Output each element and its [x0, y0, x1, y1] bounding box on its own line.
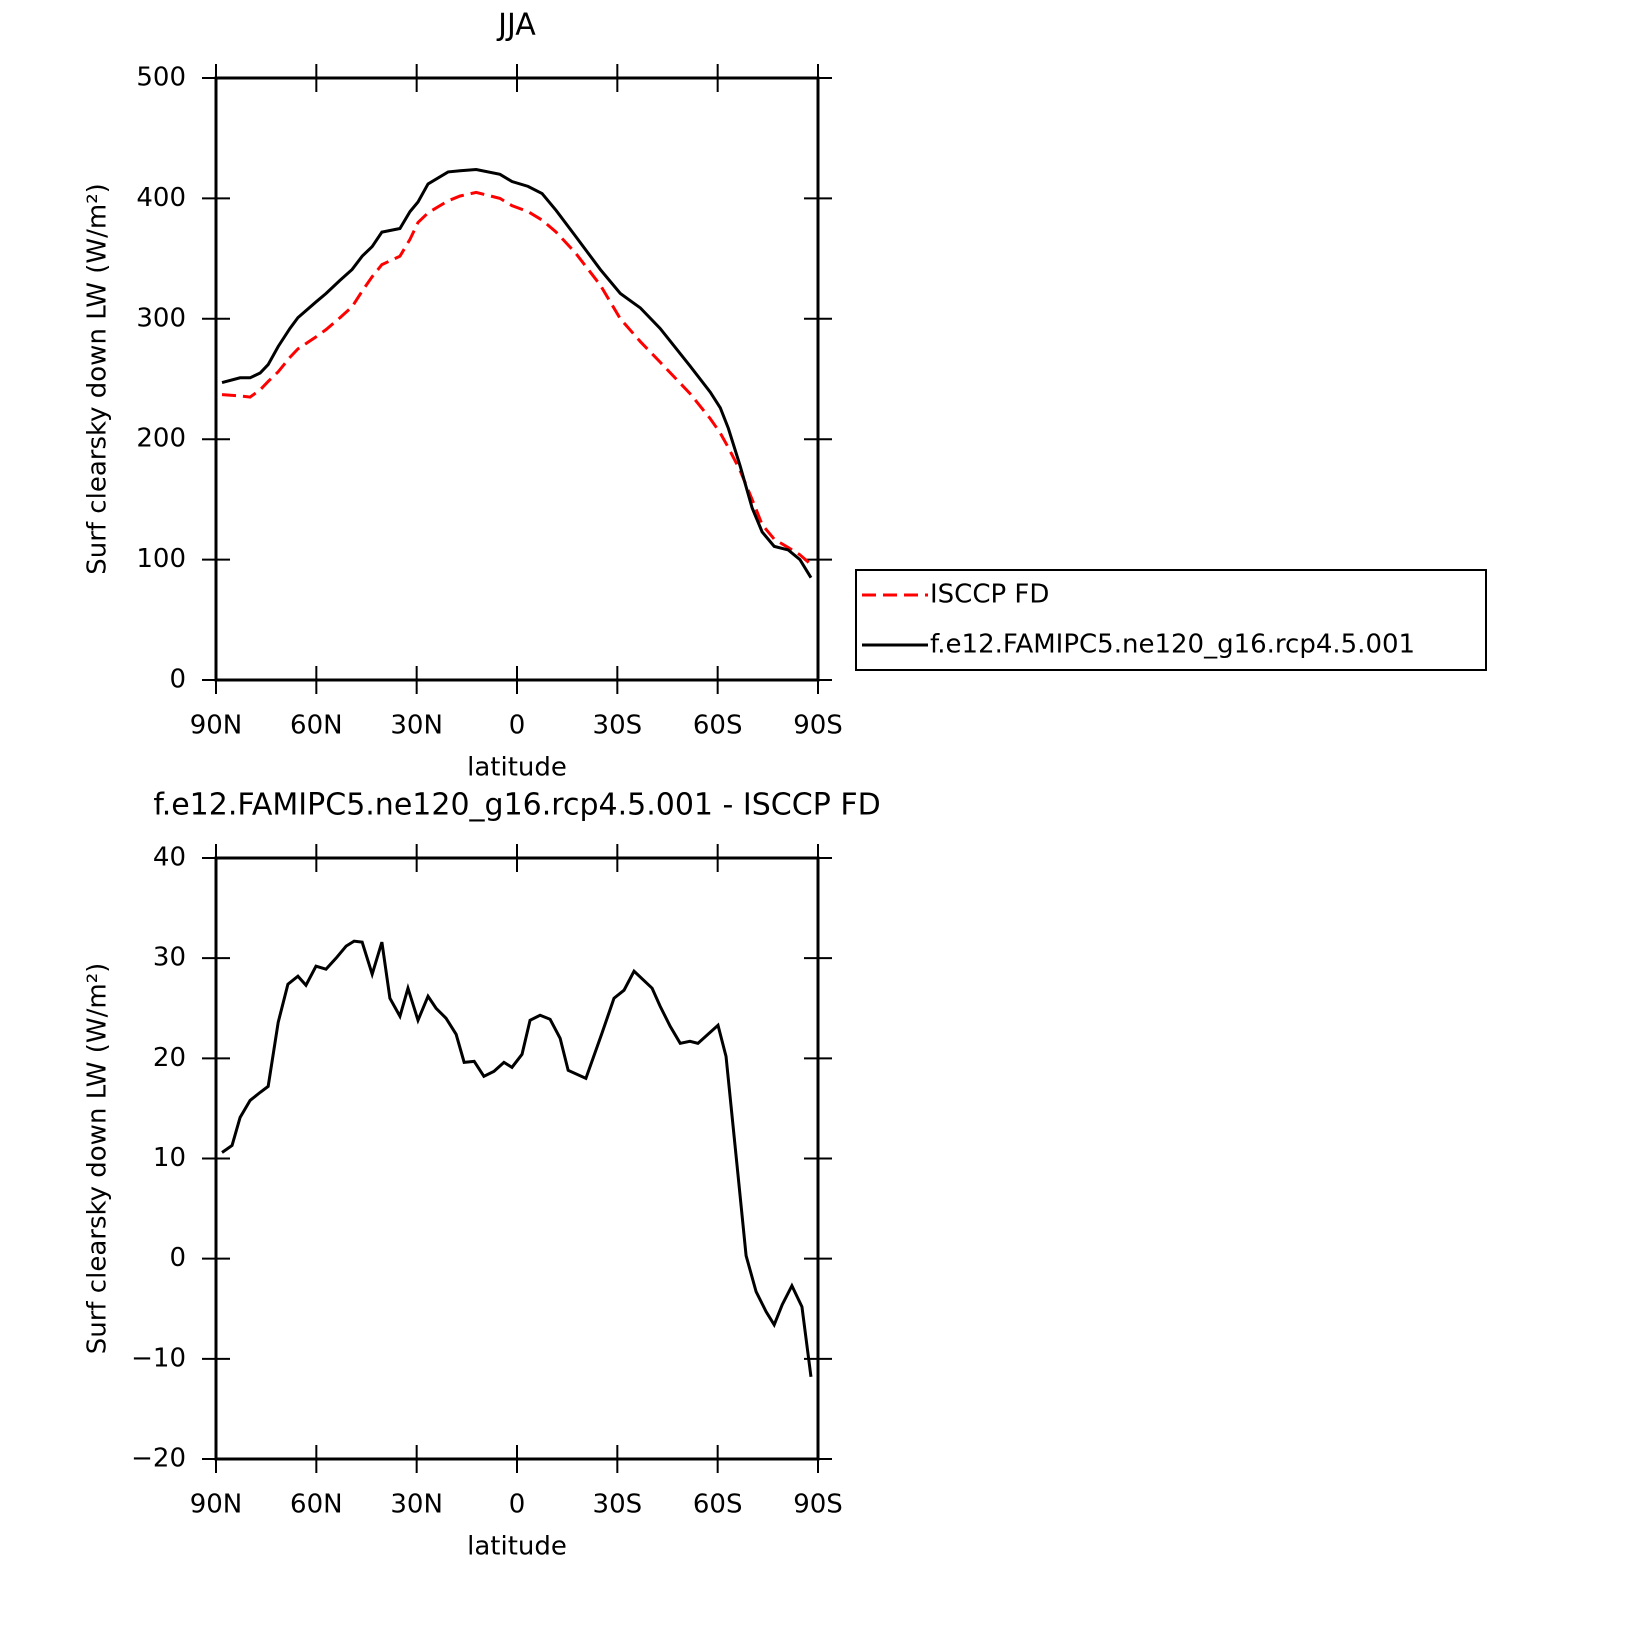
- data-line: [221, 190, 812, 566]
- y-tick-label: 40: [153, 843, 186, 873]
- x-axis-label: latitude: [467, 753, 567, 783]
- y-axis-label: Surf clearsky down LW (W/m²): [83, 183, 113, 575]
- y-tick-label: 200: [136, 424, 186, 454]
- x-tick-label: 30S: [593, 711, 643, 741]
- x-tick-label: 90N: [190, 711, 243, 741]
- chart-title: f.e12.FAMIPC5.ne120_g16.rcp4.5.001 - ISC…: [153, 788, 880, 823]
- y-tick-label: 10: [153, 1143, 186, 1173]
- y-tick-label: −20: [131, 1444, 186, 1474]
- x-axis-label: latitude: [467, 1532, 567, 1562]
- plot-frame: [214, 76, 820, 682]
- legend-label: ISCCP FD: [930, 580, 1049, 610]
- x-tick-label: 90S: [793, 711, 843, 741]
- legend-label: f.e12.FAMIPC5.ne120_g16.rcp4.5.001: [930, 630, 1415, 660]
- data-line: [221, 939, 813, 1378]
- y-axis-label: Surf clearsky down LW (W/m²): [83, 963, 113, 1355]
- y-tick-label: 0: [169, 665, 186, 695]
- y-tick-label: 0: [169, 1243, 186, 1273]
- chart-title: JJA: [496, 8, 536, 43]
- x-tick-label: 60S: [693, 1490, 743, 1520]
- x-tick-label: 90S: [793, 1490, 843, 1520]
- y-tick-label: 30: [153, 943, 186, 973]
- x-tick-label: 30N: [390, 711, 443, 741]
- x-tick-label: 30N: [390, 1490, 443, 1520]
- x-tick-label: 0: [509, 1490, 526, 1520]
- legend-box: [855, 569, 1487, 671]
- plot-frame: [214, 856, 820, 1461]
- x-tick-label: 60S: [693, 711, 743, 741]
- x-tick-label: 60N: [290, 711, 343, 741]
- y-tick-label: 500: [136, 63, 186, 93]
- data-line: [221, 167, 813, 579]
- x-tick-label: 0: [509, 711, 526, 741]
- y-tick-label: 300: [136, 303, 186, 333]
- y-tick-label: −10: [131, 1343, 186, 1373]
- x-tick-label: 60N: [290, 1490, 343, 1520]
- y-tick-label: 400: [136, 183, 186, 213]
- x-tick-label: 30S: [593, 1490, 643, 1520]
- y-tick-label: 20: [153, 1043, 186, 1073]
- x-tick-label: 90N: [190, 1490, 243, 1520]
- y-tick-label: 100: [136, 544, 186, 574]
